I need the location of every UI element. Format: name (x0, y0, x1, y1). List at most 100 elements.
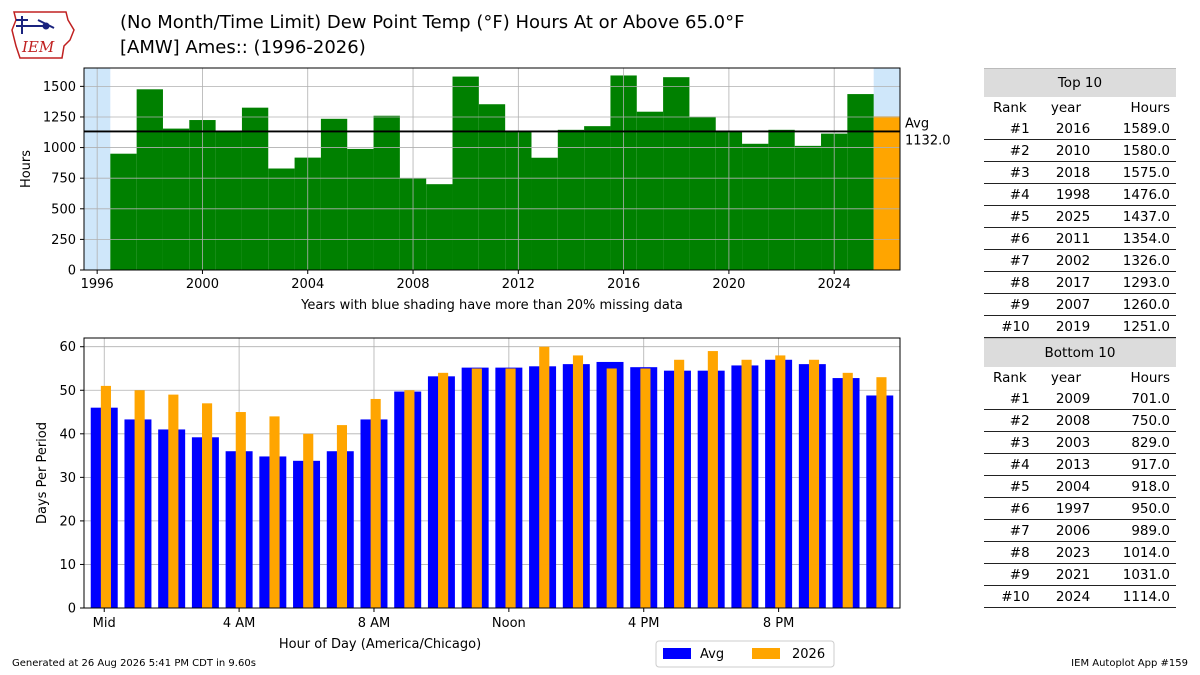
cell-rank: #2 (984, 409, 1036, 432)
x-tick-label: 2008 (396, 277, 429, 292)
col-header-rank: Rank (992, 99, 1027, 116)
cell-year: 2008 (1035, 409, 1097, 432)
year-bar (584, 126, 611, 270)
table-row: #9 2021 1031.0 (984, 563, 1176, 586)
year-bar (215, 131, 242, 270)
cell-hours: 918.0 (1096, 475, 1176, 498)
cell-year: 2023 (1035, 541, 1097, 564)
legend-swatch-avg (663, 648, 691, 659)
table-row: #3 2018 1575.0 (984, 161, 1176, 184)
table-row: #9 2007 1260.0 (984, 293, 1176, 316)
cell-rank: #9 (984, 563, 1036, 586)
y-tick-label: 750 (51, 172, 76, 187)
cell-hours: 1575.0 (1096, 161, 1176, 184)
x-axis-label: Years with blue shading have more than 2… (300, 298, 683, 313)
bottom10-table: Bottom 10 Rank year Hours #1 2009 701.0 #2 2… (984, 338, 1176, 608)
y-tick-label: 20 (59, 514, 76, 529)
year-bar (136, 89, 163, 270)
year-bar (663, 77, 690, 270)
x-tick-label: 4 PM (628, 616, 659, 631)
table-row: #1 2009 701.0 (984, 388, 1176, 410)
current-year-bar (269, 416, 280, 608)
year-bar (320, 118, 348, 270)
current-year-bar (775, 355, 786, 608)
y-axis-label: Hours (19, 150, 34, 188)
iem-logo: IEM (11, 11, 75, 59)
hourly-days-chart: 0 10 20 30 40 50 60 Mid 4 AM 8 AM Noon 4 PM 8 PM Hour… (35, 337, 901, 668)
year-bar (452, 76, 479, 270)
cell-year: 2013 (1035, 453, 1097, 476)
current-year-bar (842, 372, 853, 608)
cell-hours: 1354.0 (1096, 227, 1176, 250)
cell-hours: 1293.0 (1096, 271, 1176, 294)
x-tick-label: Mid (93, 616, 116, 631)
legend-box (655, 640, 835, 668)
table-row: #3 2003 829.0 (984, 431, 1176, 454)
cell-year: 2019 (1035, 315, 1097, 338)
x-tick-label: 1996 (81, 277, 114, 292)
current-year-bar (808, 359, 820, 608)
table-row: #5 2025 1437.0 (984, 205, 1176, 228)
x-tick-label: 2012 (502, 277, 535, 292)
table-row: #8 2023 1014.0 (984, 541, 1176, 564)
cell-hours: 1114.0 (1096, 585, 1176, 608)
cell-rank: #8 (984, 541, 1036, 564)
plot-frame (83, 67, 901, 271)
current-year-bar (539, 346, 550, 608)
cell-hours: 1326.0 (1096, 249, 1176, 272)
cell-year: 2017 (1035, 271, 1097, 294)
cell-rank: #10 (984, 315, 1036, 338)
cell-rank: #10 (984, 585, 1036, 608)
year-bar (689, 116, 716, 270)
cell-rank: #6 (984, 497, 1036, 520)
y-tick-label: 1500 (43, 80, 76, 95)
chart-subtitle: [AMW] Ames:: (1996-2026) (120, 37, 366, 58)
current-year-bar (640, 368, 651, 608)
col-header-year: year (1050, 369, 1081, 386)
current-year-bar (707, 351, 718, 608)
x-tick-label: 8 PM (763, 616, 794, 631)
current-year-bar (100, 385, 111, 608)
y-tick-label: 0 (68, 602, 76, 617)
table-row: #4 1998 1476.0 (984, 183, 1176, 206)
cell-rank: #7 (984, 519, 1036, 542)
cell-year: 2007 (1035, 293, 1097, 316)
year-bar (873, 116, 900, 270)
y-tick-label: 50 (59, 384, 76, 399)
year-bar (768, 129, 795, 270)
cell-rank: #1 (984, 388, 1036, 410)
chart-title: (No Month/Time Limit) Dew Point Temp (°F… (120, 12, 745, 33)
cell-year: 1997 (1035, 497, 1097, 520)
x-tick-label: 2020 (712, 277, 745, 292)
x-tick-label: 2000 (186, 277, 219, 292)
y-tick-label: 60 (59, 340, 76, 355)
cell-rank: #1 (984, 118, 1036, 140)
cell-hours: 701.0 (1096, 388, 1176, 410)
y-tick-label: 10 (59, 558, 76, 573)
table-row: #5 2004 918.0 (984, 475, 1176, 498)
current-year-bar (168, 394, 179, 608)
cell-year: 2018 (1035, 161, 1097, 184)
cell-hours: 989.0 (1096, 519, 1176, 542)
plot-frame (83, 337, 901, 609)
current-year-bar (572, 355, 584, 608)
cell-hours: 1589.0 (1096, 118, 1176, 140)
current-year-bar (674, 359, 685, 608)
cell-year: 2016 (1035, 118, 1097, 140)
cell-hours: 1031.0 (1096, 563, 1176, 586)
cell-rank: #2 (984, 139, 1036, 162)
table-row: #2 2008 750.0 (984, 409, 1176, 432)
cell-rank: #7 (984, 249, 1036, 272)
current-year-bar (606, 368, 617, 608)
table-row: #8 2017 1293.0 (984, 271, 1176, 294)
x-tick-label: Noon (492, 616, 526, 631)
legend-label-current: 2026 (792, 647, 825, 662)
y-tick-label: 1250 (43, 110, 76, 125)
table-row: #10 2019 1251.0 (984, 315, 1176, 338)
current-year-bar (741, 359, 752, 608)
current-year-bar (303, 433, 314, 608)
current-year-bar (438, 372, 449, 608)
cell-hours: 1476.0 (1096, 183, 1176, 206)
y-axis-label: Days Per Period (35, 422, 50, 524)
table-row: #10 2024 1114.0 (984, 585, 1176, 608)
